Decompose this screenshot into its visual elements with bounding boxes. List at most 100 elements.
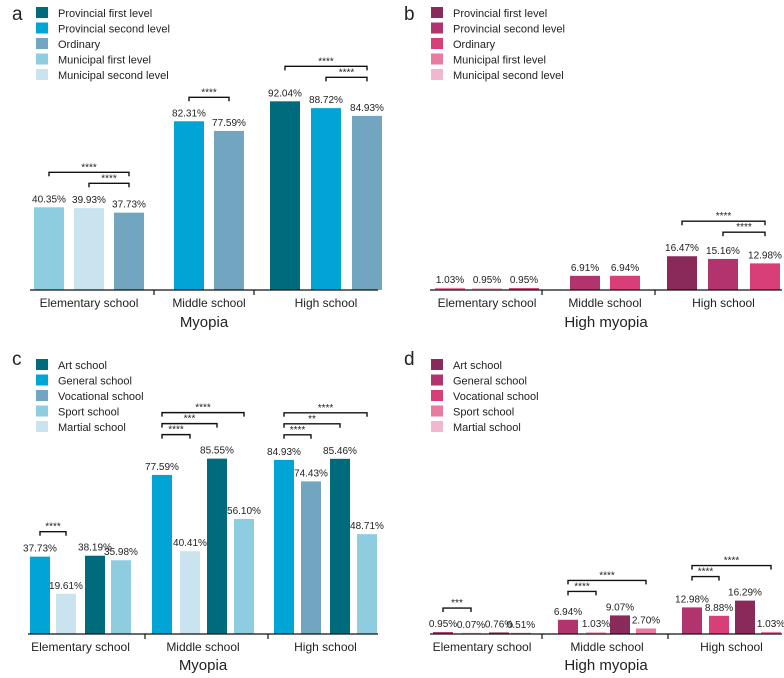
significance-label: **** xyxy=(318,403,334,414)
legend-entry: Art school xyxy=(58,360,107,372)
bar-group: 40.35% 39.93% 37.73% **** **** Elementary sch… xyxy=(32,162,146,310)
bar xyxy=(114,212,144,290)
bar xyxy=(509,288,539,290)
significance-label: **** xyxy=(716,211,732,222)
significance-bracket xyxy=(442,607,472,613)
bar xyxy=(34,207,64,290)
bar xyxy=(152,474,172,634)
data-label: 0.95% xyxy=(429,619,457,630)
panel-label: a xyxy=(12,4,23,25)
legend-swatch xyxy=(431,53,443,65)
significance-bracket xyxy=(681,220,766,226)
legend-swatch xyxy=(431,7,443,18)
bar xyxy=(270,101,300,291)
significance-bracket xyxy=(39,531,67,536)
legend-swatch xyxy=(36,53,48,65)
legend-swatch xyxy=(36,390,48,401)
data-label: 37.73% xyxy=(112,200,146,211)
legend-entry: Municipal first level xyxy=(453,55,546,67)
data-label: 16.29% xyxy=(728,588,762,599)
significance-label: **** xyxy=(81,162,97,173)
bar xyxy=(214,130,244,290)
significance-bracket xyxy=(691,564,772,570)
data-label: 0.95% xyxy=(510,275,538,286)
legend-swatch xyxy=(431,374,443,386)
legend: Provincial first level Provincial second … xyxy=(36,7,170,82)
significance-label: **** xyxy=(339,67,355,78)
bar xyxy=(207,458,227,634)
data-label: 92.04% xyxy=(268,88,302,99)
significance-label: ** xyxy=(308,414,316,425)
data-label: 6.94% xyxy=(554,607,582,618)
category-label: Middle school xyxy=(166,640,239,654)
bar-group: 77.59%40.41%85.55%56.10%***********Middl… xyxy=(145,403,261,654)
category-label: Elementary school xyxy=(31,640,130,654)
data-label: 6.91% xyxy=(571,263,599,274)
significance-label: *** xyxy=(184,414,196,425)
data-label: 0.95% xyxy=(473,275,501,286)
legend-entry: Sport school xyxy=(453,407,514,419)
data-label: 2.70% xyxy=(632,615,660,626)
panel-a: a Provincial first level Provincial second… xyxy=(12,4,384,331)
panel-label: c xyxy=(12,349,22,370)
significance-label: **** xyxy=(201,87,217,98)
bar xyxy=(558,619,578,634)
category-label: Elementary school xyxy=(433,640,532,654)
bar xyxy=(586,631,606,634)
legend-swatch xyxy=(431,421,443,432)
significance-bracket xyxy=(188,96,230,102)
panel-label: b xyxy=(404,4,415,25)
legend-swatch xyxy=(36,22,48,34)
bar xyxy=(234,518,254,634)
legend: Art school General school Vocational schoo… xyxy=(36,359,144,434)
bar-group: 84.93%74.43%85.46%48.71%**********High s… xyxy=(267,403,384,654)
significance-label: **** xyxy=(318,56,334,67)
category-label: High school xyxy=(294,640,357,654)
significance-label: **** xyxy=(736,222,752,233)
data-label: 16.47% xyxy=(665,243,699,254)
bar xyxy=(761,631,781,634)
legend-swatch xyxy=(36,421,48,432)
bar-group: 82.31% 77.59% **** Middle school xyxy=(172,87,246,310)
data-label: 77.59% xyxy=(145,462,179,473)
legend-entry: Ordinary xyxy=(58,39,101,51)
data-label: 12.98% xyxy=(675,594,709,605)
panel-d: d Art school General school Vocational scho… xyxy=(404,349,784,674)
data-label: 0.07% xyxy=(457,620,485,631)
significance-label: **** xyxy=(290,425,306,436)
legend-entry: Vocational school xyxy=(453,391,539,403)
data-label: 77.59% xyxy=(212,118,246,129)
legend-entry: Provincial second level xyxy=(58,24,170,36)
bar xyxy=(709,615,729,634)
bar-group: 6.94%1.03% 9.07% 2.70% **** **** Middle schoo… xyxy=(554,570,660,654)
data-label: 85.46% xyxy=(323,446,357,457)
data-label: 40.41% xyxy=(173,538,207,549)
category-label: High school xyxy=(692,296,755,310)
bar xyxy=(708,258,738,290)
bar xyxy=(636,628,656,634)
data-label: 1.03% xyxy=(757,619,784,630)
significance-bracket xyxy=(567,579,647,585)
data-label: 19.61% xyxy=(49,581,83,592)
bar xyxy=(330,458,350,634)
bar xyxy=(472,288,502,290)
significance-bracket xyxy=(691,575,720,581)
data-label: 6.94% xyxy=(611,263,639,274)
legend-entry: Provincial second level xyxy=(453,24,565,36)
significance-label: **** xyxy=(574,581,590,592)
legend-entry: Martial school xyxy=(58,422,126,434)
significance-bracket xyxy=(283,423,341,428)
data-label: 74.43% xyxy=(294,468,328,479)
legend-swatch xyxy=(431,390,443,401)
legend-swatch xyxy=(36,359,48,370)
category-label: High school xyxy=(295,296,358,310)
legend-swatch xyxy=(36,7,48,18)
data-label: 40.35% xyxy=(32,194,66,205)
bar xyxy=(180,551,200,634)
significance-label: **** xyxy=(168,425,184,436)
legend-entry: Municipal second level xyxy=(58,70,169,82)
legend-entry: Provincial first level xyxy=(453,8,547,20)
significance-label: **** xyxy=(101,173,117,184)
legend-entry: Municipal second level xyxy=(453,70,564,82)
legend-entry: General school xyxy=(58,376,132,388)
